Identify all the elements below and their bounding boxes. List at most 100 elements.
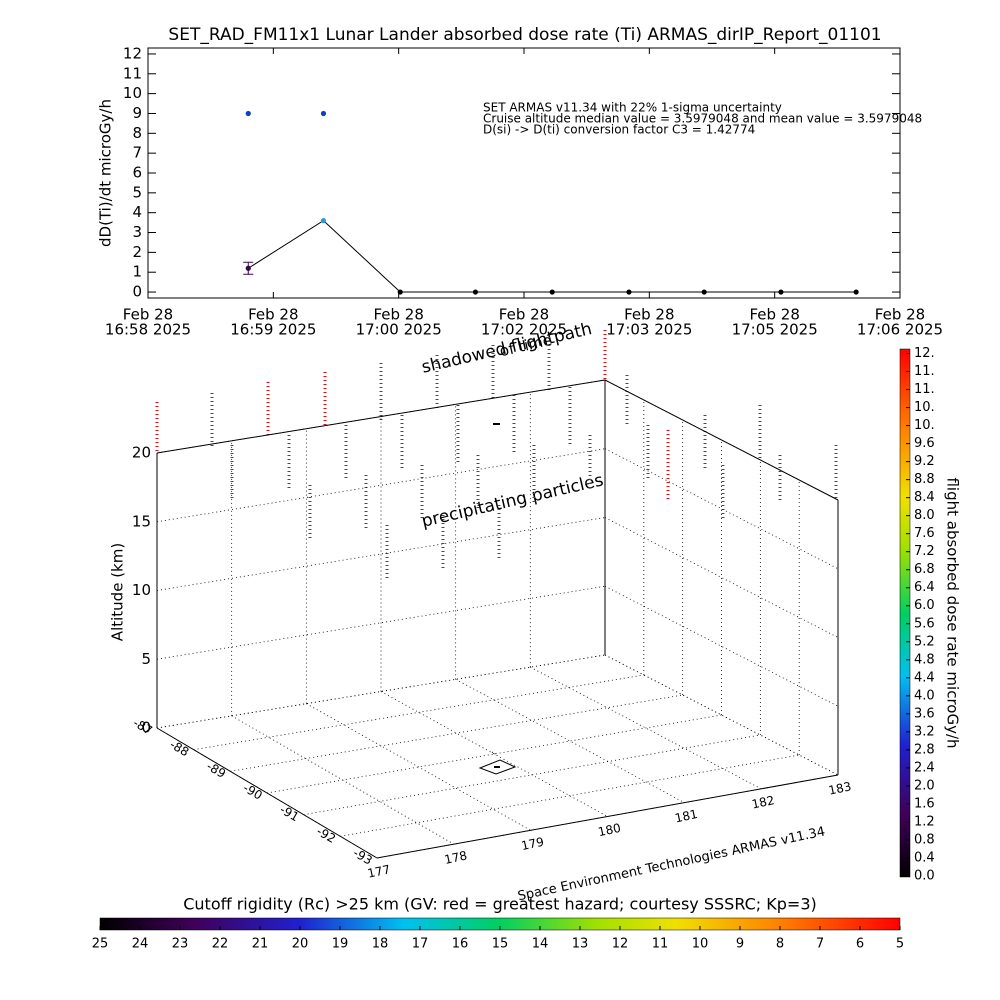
colorbar-tick-label: 0.4	[914, 850, 935, 865]
x-tick-label: 180	[597, 821, 622, 839]
x-tick-label: 16:58 2025	[105, 321, 191, 339]
axis-edge	[156, 727, 378, 859]
y-tick-label: 3	[132, 223, 142, 241]
colorbar-tick-label: 1.2	[914, 814, 935, 829]
z-axis-label: Altitude (km)	[109, 543, 127, 641]
colorbar-tick-label: 2.0	[914, 778, 935, 793]
colorbar-tick-label: 4.0	[914, 688, 935, 703]
colorbar-tick-label: 5	[896, 937, 904, 952]
annotation: SET ARMAS v11.34 with 22% 1-sigma uncert…	[483, 101, 782, 115]
rigidity-columns	[155, 330, 838, 580]
x-tick-label: Feb 28	[123, 306, 173, 324]
point	[626, 289, 632, 295]
colorbar-tick-label: 1.6	[914, 796, 935, 811]
colorbar-tick-label: 11.	[914, 382, 935, 397]
x-tick-label: 178	[443, 848, 468, 866]
y-tick-label: 11	[123, 64, 142, 82]
colorbar-tick-label: 7	[816, 937, 824, 952]
colorbar-tick-label: 10.	[914, 400, 935, 415]
colorbar-tick-label: 9	[736, 937, 744, 952]
x-tick-label: 17:06 2025	[857, 321, 943, 339]
y-tick-label: 9	[132, 104, 142, 122]
y-tick-label: 5	[132, 183, 142, 201]
x-tick-label: 17:02 2025	[481, 321, 567, 339]
z-tick-label: 0	[141, 719, 151, 737]
colorbar-tick-label: 21	[252, 937, 269, 952]
colorbar-tick-label: 18	[372, 937, 389, 952]
point	[320, 110, 327, 117]
y-tick-label: -91	[277, 802, 301, 824]
axis-edge	[604, 379, 839, 501]
colorbar-tick-label: 8.4	[914, 490, 935, 505]
grid-line	[455, 678, 685, 804]
colorbar-tick-label: 6.8	[914, 562, 935, 577]
colorbar-tick-label: 4.4	[914, 670, 935, 685]
y-tick-label: 4	[132, 203, 142, 221]
colorbar-tick-label: 3.6	[914, 706, 935, 721]
point	[549, 289, 555, 295]
colorbar-tick-label: 11	[652, 937, 669, 952]
colorbar-tick-label: 2.8	[914, 742, 935, 757]
y-tick-label: -93	[351, 846, 375, 868]
colorbar-tick-label: 10	[692, 937, 709, 952]
flight-shadow	[478, 423, 517, 775]
y-tick-label: -92	[314, 824, 338, 846]
point	[320, 218, 327, 224]
chart-title: SET_RAD_FM11x1 Lunar Lander absorbed dos…	[168, 25, 881, 45]
x-tick-label: Feb 28	[875, 306, 925, 324]
annotation: Space Environment Technologies ARMAS v11…	[516, 824, 826, 904]
colorbar-tick-label: 8.8	[914, 472, 935, 487]
y-tick-label: 12	[123, 44, 142, 62]
x-tick-label: Feb 28	[499, 306, 549, 324]
x-tick-label: 17:03 2025	[606, 321, 692, 339]
point	[397, 289, 403, 295]
colorbar-tick-label: 0.8	[914, 832, 935, 847]
grid-line	[193, 674, 644, 751]
colorbar-tick-label: 15	[492, 937, 509, 952]
colorbar-tick-label: 5.6	[914, 616, 935, 631]
colorbar-tick-label: 7.2	[914, 544, 935, 559]
point	[245, 265, 251, 271]
colorbar-tick-label: 12.	[914, 346, 935, 361]
colorbar-tick-label: 7.6	[914, 526, 935, 541]
colorbar-tick-label: 6	[856, 937, 864, 952]
x-tick-label: 181	[674, 807, 699, 825]
x-tick-label: 16:59 2025	[230, 321, 316, 339]
y-tick-label: 2	[132, 243, 142, 261]
y-tick-label: -90	[241, 781, 265, 803]
z-tick-label: 10	[132, 581, 151, 599]
colorbar-tick-label: 11.	[914, 364, 935, 379]
colorbar-tick-label: 5.2	[914, 634, 935, 649]
colorbar-tick-label: 0.0	[914, 869, 935, 884]
colorbar-label: flight absorbed dose rate microGy/h	[944, 477, 962, 748]
y-tick-label: 1	[132, 263, 142, 281]
y-tick-label: 10	[123, 84, 142, 102]
point	[853, 289, 859, 295]
colorbar-title: Cutoff rigidity (Rc) >25 km (GV: red = g…	[183, 895, 817, 914]
colorbar-tick-label: 8	[776, 937, 784, 952]
x-tick-label: Feb 28	[248, 306, 298, 324]
point	[245, 110, 251, 117]
colorbar-tick-label: 17	[412, 937, 429, 952]
annotation: D(si) -> D(ti) conversion factor C3 = 1.…	[483, 123, 755, 137]
grid-line	[380, 691, 608, 817]
x-tick-label: Feb 28	[749, 306, 799, 324]
grid-line	[230, 694, 683, 772]
x-tick-label: Feb 28	[373, 306, 423, 324]
annotation: precipitating particles	[420, 470, 606, 531]
axis-edge	[376, 774, 839, 859]
grid-line	[340, 754, 800, 837]
colorbar	[899, 348, 911, 878]
colorbar-tick-label: 24	[132, 937, 149, 952]
colorbar-tick-label: 22	[212, 937, 229, 952]
annotation: Cruise altitude median value = 3.5979048…	[483, 112, 922, 126]
point	[472, 289, 479, 295]
grid-line	[156, 517, 606, 591]
y-axis-label: dD(Ti)/dt microGy/h	[97, 99, 115, 247]
grid-line	[306, 703, 531, 831]
x-tick-label: 177	[366, 862, 391, 880]
series-line	[247, 219, 857, 293]
axis-edge	[156, 379, 606, 454]
colorbar-tick-label: 4.8	[914, 652, 935, 667]
